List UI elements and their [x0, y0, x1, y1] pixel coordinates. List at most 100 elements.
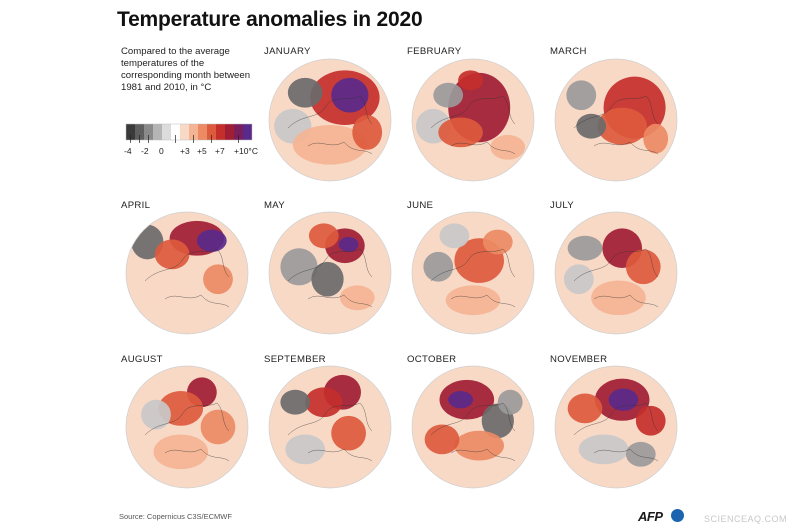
month-label-january: JANUARY: [264, 46, 311, 57]
legend-swatch: [198, 124, 207, 140]
left-margin: [0, 0, 108, 530]
month-label-june: JUNE: [407, 200, 434, 211]
anomaly-region: [433, 82, 464, 108]
anomaly-region: [482, 229, 513, 255]
anomaly-region: [308, 223, 339, 249]
watermark: SCIENCEAQ.COM: [704, 514, 788, 524]
right-margin: [693, 0, 800, 530]
anomaly-region: [567, 393, 603, 424]
coastline: [430, 248, 516, 308]
coastline: [430, 402, 516, 462]
month-label-may: MAY: [264, 200, 285, 211]
anomaly-region: [625, 441, 656, 467]
legend-swatch: [207, 124, 216, 140]
globe-outline: [268, 211, 392, 335]
legend-label-10: +10°C: [234, 146, 258, 156]
afp-logo-dot: [671, 509, 684, 522]
anomaly-region: [331, 77, 369, 113]
coastline: [287, 402, 373, 462]
anomaly-region: [454, 430, 504, 461]
legend-swatch: [153, 124, 162, 140]
globe-outline: [411, 211, 535, 335]
legend-label-neg4: -4: [124, 146, 132, 156]
anomaly-region: [285, 434, 326, 465]
globe-november: [554, 365, 678, 489]
source-credit: Source: Copernicus C3S/ECMWF: [119, 512, 232, 521]
afp-logo-text: AFP: [638, 509, 663, 524]
anomaly-region: [141, 399, 171, 430]
legend-swatch: [171, 124, 180, 140]
anomaly-region: [339, 285, 375, 311]
globe-outline: [554, 211, 678, 335]
coastline: [573, 248, 659, 308]
anomaly-region: [635, 405, 666, 436]
legend-label-5: +5: [197, 146, 207, 156]
anomaly-region: [625, 249, 661, 285]
legend-swatch: [243, 124, 252, 140]
month-label-september: SEPTEMBER: [264, 354, 326, 365]
globe-august: [125, 365, 249, 489]
globe-june: [411, 211, 535, 335]
legend-scale: -4 -2 0 +3 +5 +7 +10°C: [119, 120, 269, 162]
globe-outline: [125, 211, 249, 335]
anomaly-region: [338, 237, 359, 252]
anomaly-region: [153, 434, 209, 470]
anomaly-region: [576, 113, 607, 139]
anomaly-region: [305, 387, 343, 418]
legend-frame: [125, 123, 253, 141]
anomaly-region: [566, 80, 597, 111]
legend-swatch: [234, 124, 243, 140]
legend-color-bar: [125, 123, 253, 143]
globe-july: [554, 211, 678, 335]
coastline: [573, 402, 659, 462]
month-label-november: NOVEMBER: [550, 354, 608, 365]
globe-outline: [554, 58, 678, 182]
anomaly-region: [438, 117, 483, 148]
legend-label-7: +7: [215, 146, 225, 156]
anomaly-region: [424, 424, 460, 455]
coastline: [144, 248, 230, 308]
legend-swatch: [189, 124, 198, 140]
anomaly-region: [352, 115, 383, 150]
anomaly-region: [597, 107, 647, 145]
anomaly-region: [200, 409, 236, 445]
coastline: [430, 95, 516, 155]
legend-swatch: [135, 124, 144, 140]
anomaly-region: [287, 77, 323, 108]
coastline: [287, 95, 373, 155]
month-label-april: APRIL: [121, 200, 151, 211]
globe-outline: [125, 365, 249, 489]
coastline: [573, 95, 659, 155]
month-label-july: JULY: [550, 200, 574, 211]
legend-swatch: [126, 124, 135, 140]
anomaly-region: [490, 134, 526, 160]
globe-outline: [411, 58, 535, 182]
globe-october: [411, 365, 535, 489]
anomaly-region: [448, 391, 473, 409]
anomaly-region: [154, 239, 190, 270]
anomaly-region: [203, 264, 233, 295]
anomaly-region: [563, 264, 594, 295]
page-title: Temperature anomalies in 2020: [117, 8, 423, 31]
afp-logo: AFP: [638, 508, 684, 524]
globe-april: [125, 211, 249, 335]
legend-label-3: +3: [180, 146, 190, 156]
coastline: [287, 248, 373, 308]
legend-swatch: [144, 124, 153, 140]
anomaly-region: [331, 415, 366, 451]
globe-january: [268, 58, 392, 182]
anomaly-region: [423, 251, 454, 282]
globe-outline: [554, 365, 678, 489]
month-label-march: MARCH: [550, 46, 587, 57]
anomaly-region: [608, 388, 639, 411]
legend-swatch: [162, 124, 171, 140]
legend-swatch: [225, 124, 234, 140]
anomaly-region: [439, 223, 470, 249]
globe-september: [268, 365, 392, 489]
anomaly-region: [280, 248, 318, 286]
anomaly-region: [578, 434, 629, 465]
globe-outline: [411, 365, 535, 489]
anomaly-region: [445, 285, 501, 316]
anomaly-region: [643, 123, 669, 154]
anomaly-region: [142, 276, 183, 307]
